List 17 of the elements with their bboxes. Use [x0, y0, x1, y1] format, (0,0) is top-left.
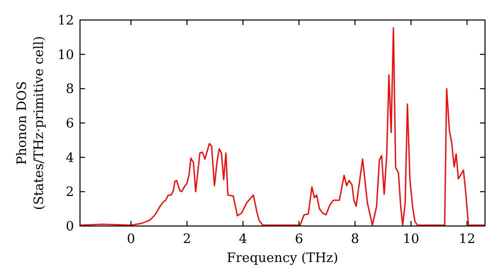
- y-tick-label: 8: [66, 82, 74, 98]
- y-tick-label: 12: [57, 14, 74, 29]
- x-tick-label: 6: [294, 232, 304, 247]
- y-tick-label: 10: [57, 48, 74, 63]
- y-tick-label: 2: [66, 185, 74, 200]
- y-tick-label: 4: [66, 150, 74, 166]
- y-axis-title: Phonon DOS (States/THz·primitive cell): [15, 36, 47, 210]
- line-series: [80, 27, 485, 226]
- x-tick-label: 4: [238, 232, 248, 247]
- y-tick-label: 6: [66, 116, 74, 132]
- x-tick-label: 0: [126, 232, 136, 247]
- x-tick-label: 10: [402, 232, 420, 247]
- x-tick-label: 2: [182, 232, 192, 247]
- x-tick-label: 12: [458, 232, 476, 247]
- y-tick-label: 0: [66, 220, 74, 235]
- x-tick-label: 8: [350, 232, 360, 247]
- x-axis-title: Frequency (THz): [226, 251, 338, 266]
